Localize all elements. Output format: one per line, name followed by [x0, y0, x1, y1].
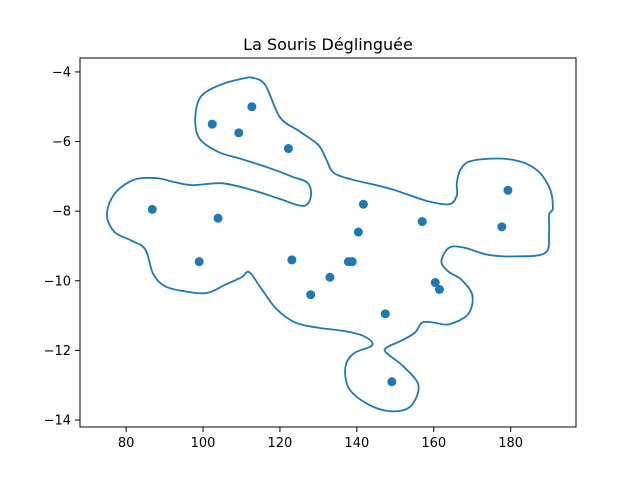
scatter-point [430, 278, 440, 288]
x-tick-label: 140 [344, 436, 369, 451]
scatter-point [194, 257, 204, 267]
scatter-point [306, 290, 316, 300]
axes: 80 100 120 140 160 180 −14 −12 −10 −8 −6 −4 [44, 57, 577, 451]
scatter-point [347, 257, 357, 267]
y-tick-label: −14 [44, 414, 71, 429]
x-tick-label: 160 [421, 436, 446, 451]
scatter-point [435, 284, 445, 294]
scatter-point [213, 213, 223, 223]
plot-frame [79, 57, 577, 428]
y-tick-label: −8 [52, 205, 71, 220]
y-tick-label: −6 [52, 135, 71, 150]
scatter-point [503, 185, 513, 195]
scatter-point [207, 119, 217, 129]
x-tick-label: 100 [191, 436, 216, 451]
scatter-point [358, 199, 368, 209]
y-tick-label: −10 [44, 274, 71, 289]
scatter-point [147, 204, 157, 214]
y-tick-label: −12 [44, 344, 71, 359]
scatter-point [325, 272, 335, 282]
chart-title: La Souris Déglinguée [243, 35, 413, 54]
scatter-point [283, 144, 293, 154]
scatter-point [247, 102, 257, 112]
scatter-point [287, 255, 297, 265]
scatter-point [234, 128, 244, 138]
y-tick-label: −4 [52, 65, 71, 80]
outline-curve [105, 76, 554, 413]
plot-area [105, 76, 554, 413]
x-tick-label: 120 [268, 436, 293, 451]
scatter-point [417, 217, 427, 227]
x-tick-label: 180 [498, 436, 523, 451]
scatter-point [353, 227, 363, 237]
x-tick-label: 80 [118, 436, 135, 451]
scatter-point [387, 377, 397, 387]
scatter-point [380, 309, 390, 319]
scatter-point [497, 222, 507, 232]
